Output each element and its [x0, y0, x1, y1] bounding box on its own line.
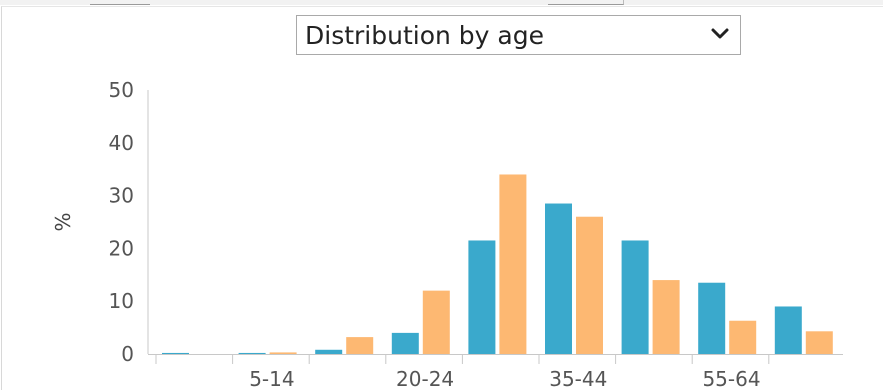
bar [576, 216, 603, 354]
bar [238, 352, 266, 354]
bar [391, 332, 419, 354]
distribution-select-value: Distribution by age [305, 20, 544, 50]
bar [499, 174, 527, 354]
bar [698, 282, 726, 354]
x-tick-label: 5-14 [249, 367, 294, 390]
y-tick-label: 0 [121, 342, 134, 366]
bar [774, 306, 802, 354]
y-tick-label: 30 [109, 184, 134, 208]
bar [315, 349, 343, 354]
x-tick-label: 55-64 [702, 367, 760, 390]
y-axis-label: % [51, 212, 75, 231]
y-tick-label: 50 [109, 78, 134, 102]
y-tick-label: 10 [109, 289, 134, 313]
bar [468, 240, 496, 354]
x-tick-label: 35-44 [549, 367, 607, 390]
y-tick-label: 20 [109, 236, 134, 260]
chevron-down-icon[interactable] [700, 15, 740, 55]
top-tab-edge [90, 0, 150, 5]
bar [805, 331, 833, 354]
bar [162, 352, 189, 354]
top-tab-edge [548, 0, 624, 5]
x-tick-label: 20-24 [396, 367, 454, 390]
bar [269, 352, 297, 354]
bar [346, 337, 374, 354]
bar [422, 290, 450, 354]
bar [621, 240, 649, 354]
bar [545, 203, 572, 354]
distribution-select[interactable]: Distribution by age [296, 15, 741, 55]
top-tab-strip [0, 0, 883, 5]
y-tick-label: 40 [109, 131, 134, 155]
bar [652, 280, 680, 354]
bar [729, 320, 757, 354]
